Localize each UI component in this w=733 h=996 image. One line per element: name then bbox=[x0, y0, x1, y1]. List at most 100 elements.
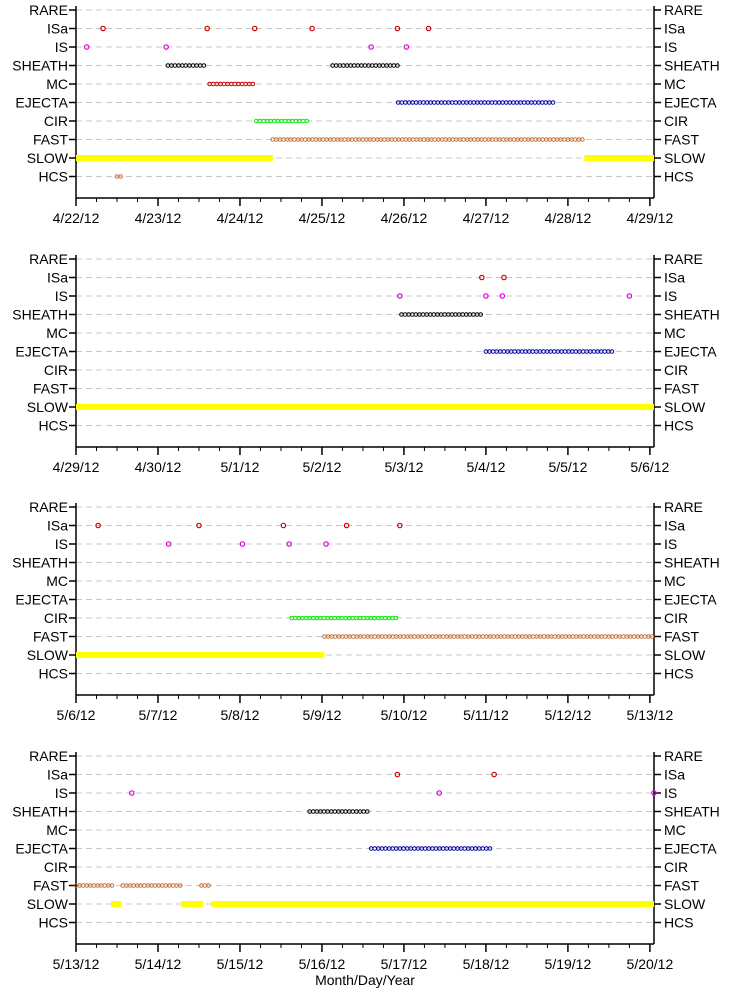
point-is bbox=[323, 541, 329, 547]
segment-dot bbox=[401, 634, 406, 639]
segment-dot bbox=[461, 137, 466, 142]
point-isa bbox=[397, 522, 403, 529]
panel-2: RARE RARE ISa ISa IS IS SHEATH SHEATH MC MC EJECTA… bbox=[12, 251, 720, 475]
category-label: MC bbox=[46, 822, 68, 838]
segment-dot bbox=[281, 137, 286, 142]
segment-dot bbox=[371, 137, 376, 142]
category-label: SHEATH bbox=[12, 58, 68, 74]
segment-slow bbox=[76, 155, 273, 161]
category-label-right: CIR bbox=[664, 610, 688, 626]
segment-hcs bbox=[114, 174, 123, 179]
category-label: SHEATH bbox=[12, 804, 68, 820]
category-label-right: ISa bbox=[664, 270, 685, 286]
x-tick-label: 4/27/12 bbox=[463, 210, 510, 226]
segment-slow bbox=[584, 155, 654, 161]
category-label-right: SLOW bbox=[664, 896, 706, 912]
segment-fast bbox=[199, 883, 211, 888]
segment-dot bbox=[393, 615, 399, 621]
category-label-right: CIR bbox=[664, 859, 688, 875]
segment-dot bbox=[421, 100, 426, 105]
segment-dot bbox=[471, 312, 476, 317]
segment-dot bbox=[451, 634, 457, 639]
category-label: CIR bbox=[44, 113, 68, 129]
segment-dot bbox=[511, 137, 517, 142]
segment-dot bbox=[178, 883, 183, 888]
category-label-right: SLOW bbox=[664, 399, 706, 415]
category-label-right: EJECTA bbox=[664, 95, 717, 111]
point-isa bbox=[204, 25, 210, 32]
segment-dot bbox=[118, 174, 123, 179]
category-label-right: RARE bbox=[664, 251, 703, 267]
segment-slow bbox=[76, 404, 654, 410]
category-label: RARE bbox=[29, 251, 68, 267]
segment-dot bbox=[206, 883, 211, 888]
x-tick-label: 5/14/12 bbox=[135, 956, 182, 972]
segment-sheath bbox=[307, 809, 370, 814]
point-isa bbox=[95, 522, 101, 529]
segment-slow bbox=[180, 901, 204, 907]
x-tick-label: 5/19/12 bbox=[545, 956, 592, 972]
category-label: EJECTA bbox=[15, 592, 68, 608]
point-is bbox=[397, 293, 403, 299]
segment-dot bbox=[292, 137, 297, 142]
category-label: EJECTA bbox=[15, 95, 68, 111]
x-tick-label: 5/13/12 bbox=[627, 707, 674, 723]
panel-4: RARE RARE ISa ISa IS IS SHEATH SHEATH MC MC EJECTA… bbox=[12, 748, 720, 988]
point-is bbox=[499, 293, 506, 299]
category-label-right: SLOW bbox=[664, 647, 706, 663]
category-label: ISa bbox=[47, 518, 68, 534]
category-label: EJECTA bbox=[15, 841, 68, 857]
x-tick-label: 5/12/12 bbox=[545, 707, 592, 723]
segment-dot bbox=[431, 100, 437, 105]
category-label: FAST bbox=[33, 629, 68, 645]
category-label-right: ISa bbox=[664, 21, 685, 37]
category-label: CIR bbox=[44, 362, 68, 378]
segment-dot bbox=[501, 349, 507, 354]
segment-ejecta bbox=[395, 100, 556, 105]
segment-dot bbox=[502, 634, 507, 639]
category-label-right: FAST bbox=[664, 629, 699, 645]
category-label-right: FAST bbox=[664, 381, 699, 397]
segment-dot bbox=[649, 634, 655, 639]
category-label: CIR bbox=[44, 610, 68, 626]
category-label: HCS bbox=[38, 915, 68, 931]
panel-1: RARE RARE ISa ISa IS IS SHEATH SHEATH MC MC EJECTA… bbox=[12, 2, 720, 226]
category-label: ISa bbox=[47, 767, 68, 783]
category-label-right: CIR bbox=[664, 362, 688, 378]
segment-dot bbox=[451, 846, 457, 851]
segment-dot bbox=[552, 349, 557, 354]
segment-dot bbox=[431, 312, 437, 317]
category-label-right: SHEATH bbox=[664, 555, 720, 571]
point-is bbox=[651, 790, 657, 796]
point-is bbox=[165, 541, 172, 547]
segment-dot bbox=[550, 100, 556, 105]
point-is bbox=[163, 44, 169, 50]
x-tick-label: 5/2/12 bbox=[302, 459, 341, 475]
category-label-right: MC bbox=[664, 822, 686, 838]
category-label-right: IS bbox=[664, 288, 677, 304]
segment-dot bbox=[351, 63, 357, 68]
x-axis-label: Month/Day/Year bbox=[315, 972, 415, 988]
category-label-right: SHEATH bbox=[664, 804, 720, 820]
category-label-right: MC bbox=[664, 76, 686, 92]
category-label: ISa bbox=[47, 270, 68, 286]
point-isa bbox=[425, 25, 432, 32]
segment-slow bbox=[111, 901, 122, 907]
x-tick-label: 5/16/12 bbox=[299, 956, 346, 972]
segment-slow bbox=[76, 652, 325, 658]
segment-dot bbox=[109, 883, 115, 888]
category-label: FAST bbox=[33, 878, 68, 894]
segment-cir bbox=[254, 118, 310, 124]
point-is bbox=[483, 293, 489, 299]
category-label: IS bbox=[55, 785, 68, 801]
segment-dot bbox=[442, 312, 447, 317]
point-is bbox=[626, 293, 633, 299]
category-label: SHEATH bbox=[12, 307, 68, 323]
category-label-right: HCS bbox=[664, 418, 694, 434]
x-tick-label: 4/29/12 bbox=[627, 210, 674, 226]
category-label-right: SLOW bbox=[664, 150, 706, 166]
x-tick-label: 5/10/12 bbox=[381, 707, 428, 723]
segment-dot bbox=[91, 883, 97, 888]
x-tick-label: 5/8/12 bbox=[221, 707, 260, 723]
category-label: SLOW bbox=[27, 150, 69, 166]
